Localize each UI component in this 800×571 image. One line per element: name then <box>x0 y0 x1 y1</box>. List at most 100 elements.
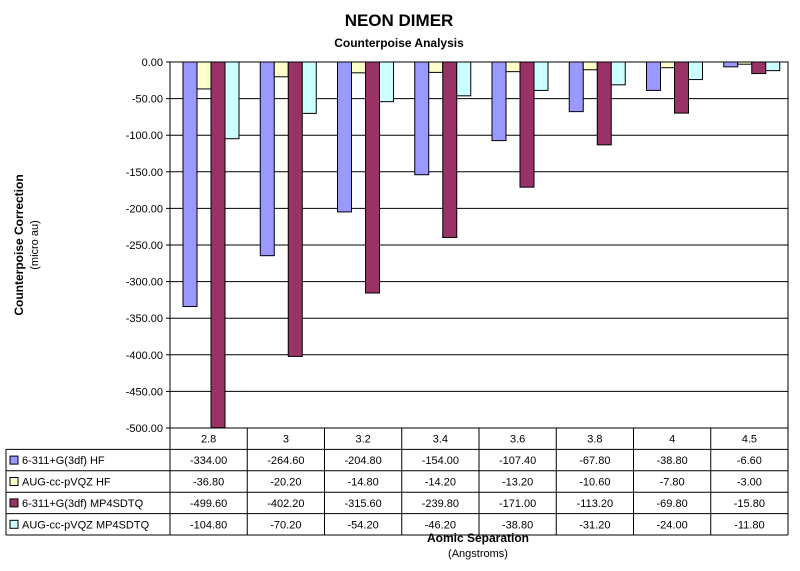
bar <box>737 61 753 65</box>
bar <box>196 61 212 90</box>
bar <box>379 61 394 103</box>
data-label: -11.80 <box>734 519 764 531</box>
bar <box>533 61 549 91</box>
x-tick-label: 3 <box>283 434 289 446</box>
bar <box>491 61 507 142</box>
data-label: -70.20 <box>270 519 301 531</box>
y-axis-title: Counterpoise Correction (micro au) <box>12 174 41 315</box>
data-label: -15.80 <box>734 498 765 510</box>
data-label: -20.20 <box>270 477 301 489</box>
y-tick-label: -450.00 <box>126 386 163 398</box>
data-label: -107.40 <box>499 455 536 467</box>
legend-swatch <box>9 455 19 465</box>
data-label: -54.20 <box>348 519 379 531</box>
x-tick-label: 3.4 <box>433 434 448 446</box>
y-tick-label: -500.00 <box>126 423 163 435</box>
data-label: -67.80 <box>579 455 610 467</box>
x-tick-label: 3.8 <box>587 434 602 446</box>
legend-label: 6-311+G(3df) MP4SDTQ <box>22 498 144 510</box>
data-label: -264.60 <box>267 455 304 467</box>
bar <box>723 61 739 68</box>
y-axis-label: Counterpoise Correction <box>12 174 26 315</box>
x-tick-label: 3.6 <box>510 434 525 446</box>
data-label: -104.80 <box>190 519 227 531</box>
bar <box>442 61 458 239</box>
legend-label: 6-311+G(3df) HF <box>22 455 105 467</box>
bar <box>287 61 303 357</box>
x-tick-label: 4 <box>669 434 675 446</box>
bar <box>582 61 598 71</box>
y-tick-label: -50.00 <box>132 94 163 106</box>
bar <box>674 61 689 114</box>
data-label: -14.20 <box>425 477 456 489</box>
bar <box>610 61 626 86</box>
legend-label: AUG-cc-pVQZ MP4SDTQ <box>22 519 150 531</box>
bar <box>765 61 781 72</box>
data-label: -38.80 <box>657 455 688 467</box>
bar <box>365 61 380 294</box>
bar <box>505 61 521 73</box>
bar <box>224 61 240 140</box>
data-label: -31.20 <box>579 519 610 531</box>
bar <box>688 61 703 81</box>
data-label: -36.80 <box>193 477 224 489</box>
bar <box>751 61 767 75</box>
x-axis-unit: (Angstroms) <box>448 548 508 560</box>
data-label: -239.80 <box>422 498 459 510</box>
data-label: -3.00 <box>737 477 762 489</box>
bar <box>351 61 366 74</box>
data-label: -499.60 <box>190 498 227 510</box>
chart-title: NEON DIMER <box>345 11 454 30</box>
bar <box>519 61 535 188</box>
data-label: -113.20 <box>577 498 614 510</box>
bar <box>568 61 584 113</box>
legend-swatch <box>9 519 19 529</box>
bar <box>428 61 444 73</box>
data-label: -13.20 <box>502 477 533 489</box>
bar <box>660 61 675 69</box>
data-label: -402.20 <box>267 498 304 510</box>
data-label: -69.80 <box>657 498 688 510</box>
bar <box>273 61 289 78</box>
x-tick-label: 3.2 <box>355 434 370 446</box>
legend-swatch <box>9 498 19 508</box>
data-table: 2.8 3 3.2 3.4 3.6 3.8 4 4.5 6-311+G(3df) HF -334.… <box>5 427 789 536</box>
legend-swatch <box>9 477 19 486</box>
bar <box>182 61 198 307</box>
y-tick-label: 0.00 <box>142 57 163 69</box>
y-tick-label: -250.00 <box>126 240 163 252</box>
legend-label: AUG-cc-pVQZ HF <box>22 477 111 489</box>
data-label: -6.60 <box>737 455 762 467</box>
data-label: -24.00 <box>657 519 688 531</box>
y-axis-unit: (micro au) <box>29 220 41 270</box>
chart-subtitle: Counterpoise Analysis <box>334 36 464 50</box>
bar <box>259 61 275 257</box>
x-tick-label: 2.8 <box>201 434 216 446</box>
y-tick-label: -350.00 <box>126 313 163 325</box>
data-label: -154.00 <box>422 455 459 467</box>
bar <box>414 61 430 176</box>
y-axis-ticks: 0.00 -50.00 -100.00 -150.00 -200.00 -250.00 -3… <box>126 57 170 435</box>
data-label: -315.60 <box>344 498 381 510</box>
data-label: -46.20 <box>425 519 456 531</box>
data-label: -334.00 <box>190 455 227 467</box>
bar <box>646 61 661 91</box>
y-tick-label: -300.00 <box>126 277 163 289</box>
data-label: -10.60 <box>579 477 610 489</box>
x-axis-label: Aomic Separation <box>427 531 529 545</box>
bar <box>337 61 352 213</box>
bar <box>301 61 317 114</box>
bar <box>210 61 226 429</box>
y-tick-label: -150.00 <box>126 167 163 179</box>
bar <box>596 61 612 146</box>
data-label: -14.80 <box>348 477 379 489</box>
y-tick-label: -100.00 <box>126 130 163 142</box>
data-label: -7.80 <box>660 477 685 489</box>
y-tick-label: -200.00 <box>126 203 163 215</box>
bars <box>182 61 781 429</box>
x-tick-label: 4.5 <box>742 434 757 446</box>
data-label: -38.80 <box>502 519 533 531</box>
data-label: -204.80 <box>344 455 381 467</box>
y-tick-label: -400.00 <box>126 350 163 362</box>
